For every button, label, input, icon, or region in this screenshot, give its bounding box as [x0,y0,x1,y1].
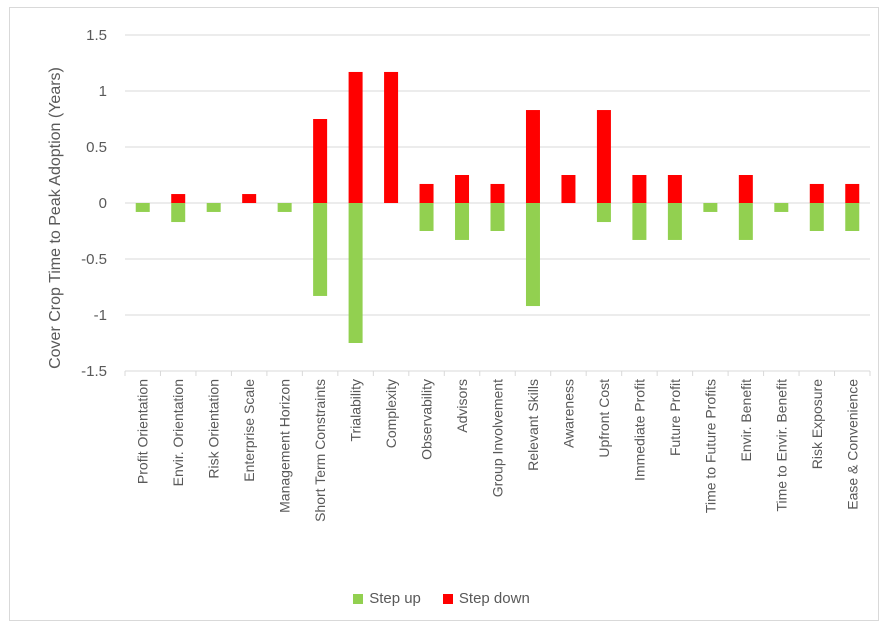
bar-step-down [313,119,328,203]
bar-step-down [242,194,257,203]
legend-swatch-step-down [442,593,453,604]
legend-label-step-up: Step up [369,590,421,607]
y-tick-label: 0 [99,195,107,212]
bar-step-up [632,203,647,240]
x-tick-labels: Profit Orientation Envir. Orientation Risk… [135,379,861,522]
legend-swatch-step-up [353,593,364,604]
bar-step-up [845,203,860,231]
y-tick-label: -0.5 [81,251,107,268]
bars [135,71,860,343]
bar-step-up [525,203,540,307]
x-tick-label: Trialability [348,379,364,442]
bar-step-down [348,71,363,204]
y-tick-labels: 1.5 1 0.5 0 -0.5 -1 -1.5 [81,27,107,380]
bar-step-down [525,110,540,203]
bar-step-down [596,110,611,203]
bar-step-up [171,203,186,223]
bar-step-down [171,194,186,203]
bar-step-down [561,175,576,203]
x-tick-label: Management Horizon [277,379,293,513]
bar-step-down [738,175,753,203]
y-tick-label: -1.5 [81,363,107,380]
x-tick-label: Upfront Cost [596,379,612,458]
bar-step-up [703,203,718,212]
x-tick-label: Risk Exposure [809,379,825,469]
bar-step-up [135,203,150,212]
bar-step-up [206,203,221,212]
x-tick-label: Group Involvement [490,379,506,497]
x-tick-label: Future Profit [667,379,683,456]
bar-step-up [277,203,292,212]
y-tick-label: 1 [99,83,107,100]
x-tick-label: Ease & Convenience [844,379,860,510]
bar-step-up [313,203,328,296]
bar-step-up [455,203,470,240]
x-tick-label: Envir. Orientation [170,379,186,486]
bar-step-up [809,203,824,231]
y-tick-label: -1 [94,307,107,324]
bar-step-up [596,203,611,223]
bar-step-down [490,183,505,203]
gridlines [124,34,871,376]
x-tick-label: Envir. Benefit [738,379,754,462]
x-tick-label: Enterprise Scale [241,379,257,482]
bar-step-down [455,175,470,203]
bar-step-down [809,183,824,203]
legend-item-step-up: Step up [353,590,421,607]
y-axis-label: Cover Crop Time to Peak Adoption (Years) [47,67,64,369]
x-tick-label: Short Term Constraints [312,379,328,522]
x-tick-label: Observability [419,379,435,460]
legend: Step up Step down [0,590,883,607]
bar-step-up [490,203,505,231]
bar-step-up [348,203,363,343]
bar-step-up [667,203,682,240]
bar-step-down [845,183,860,203]
x-tick-label: Time to Envir. Benefit [773,379,789,512]
y-tick-label: 1.5 [86,27,107,44]
bar-step-down [419,183,434,203]
bar-step-down [384,71,399,204]
x-tick-label: Advisors [454,379,470,433]
x-tick-label: Awareness [560,379,576,448]
x-tick-label: Immediate Profit [631,379,647,481]
bar-step-up [738,203,753,240]
bar-step-down [632,175,647,203]
x-tick-label: Relevant Skills [525,379,541,471]
bar-step-up [774,203,789,212]
x-tick-label: Risk Orientation [206,379,222,479]
x-tick-label: Profit Orientation [135,379,151,484]
chart-area [9,7,879,621]
x-tick-label: Complexity [383,379,399,448]
legend-item-step-down: Step down [442,590,530,607]
bar-step-up [419,203,434,231]
y-tick-label: 0.5 [86,139,107,156]
x-tick-label: Time to Future Profits [702,379,718,513]
legend-label-step-down: Step down [458,590,530,607]
bar-step-down [667,175,682,203]
